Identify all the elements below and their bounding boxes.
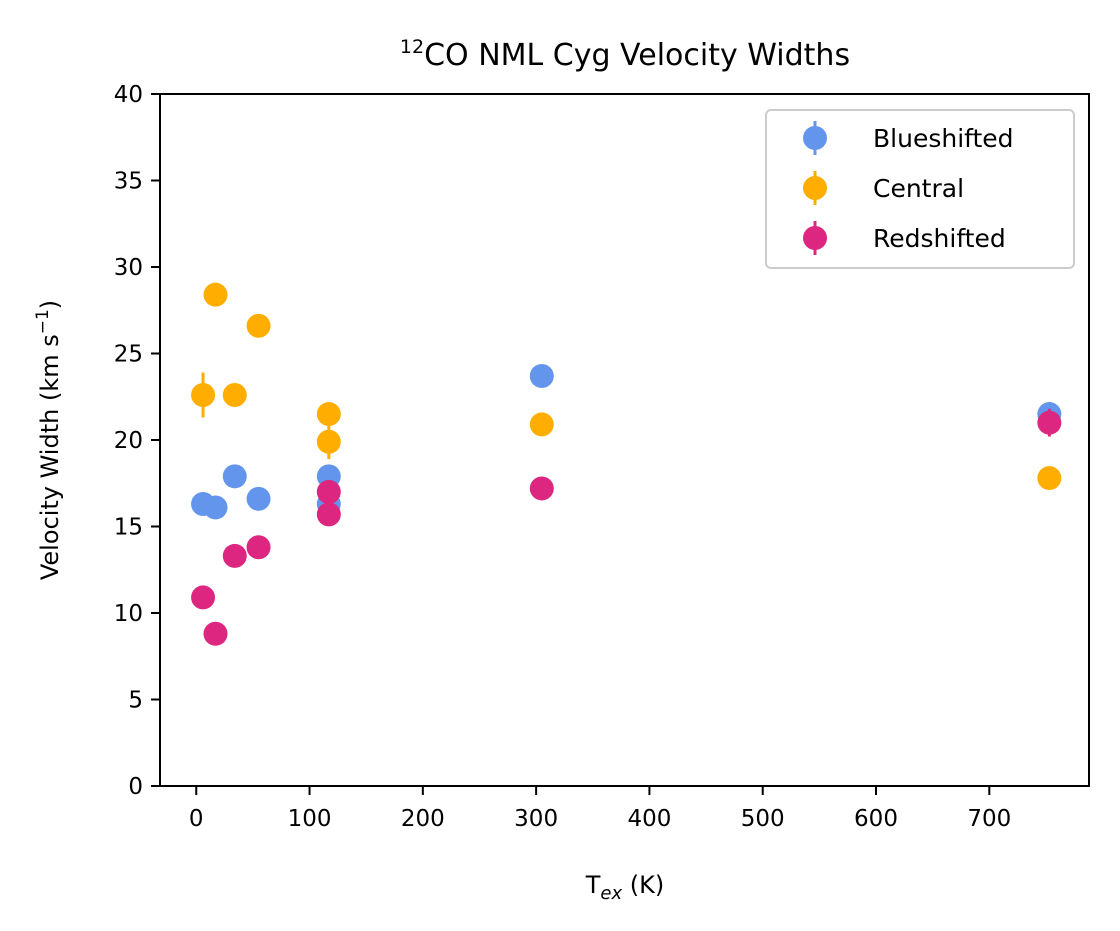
y-tick-label: 20 [114, 428, 143, 454]
data-points [191, 282, 1062, 646]
central-point [529, 412, 554, 437]
y-tick-label: 5 [128, 688, 143, 714]
blueshifted-legend-label: Blueshifted [873, 124, 1014, 153]
central-point [316, 402, 341, 427]
blueshifted-point [529, 363, 554, 388]
redshifted-point [222, 543, 247, 568]
central-legend-label: Central [873, 174, 964, 203]
y-tick-label: 0 [128, 774, 143, 800]
central-point [191, 383, 216, 408]
y-tick-label: 30 [114, 255, 143, 281]
redshifted-point [1037, 410, 1062, 435]
y-axis-label-superscript: −1 [33, 309, 53, 334]
x-axis-label-main: T [585, 871, 601, 899]
chart-title-main: CO NML Cyg Velocity Widths [424, 38, 850, 73]
central-point [203, 282, 228, 307]
y-tick-label: 40 [114, 82, 143, 108]
central-point [222, 383, 247, 408]
blueshifted-point [222, 464, 247, 489]
redshifted-point [203, 621, 228, 646]
y-axis-label-main: Velocity Width (km s [36, 334, 64, 580]
x-tick-label: 300 [514, 806, 558, 832]
x-tick-label: 200 [401, 806, 445, 832]
y-axis-ticks: 0 5 10 15 20 25 30 35 40 [114, 82, 160, 800]
chart-title: 12CO NML Cyg Velocity Widths [400, 36, 850, 73]
redshifted-point [316, 502, 341, 527]
redshifted-point [191, 585, 216, 610]
y-tick-label: 25 [114, 342, 143, 368]
x-tick-label: 700 [967, 806, 1011, 832]
y-tick-label: 10 [114, 601, 143, 627]
x-tick-label: 500 [741, 806, 785, 832]
y-axis-label: Velocity Width (km s−1) [33, 300, 64, 580]
y-tick-label: 35 [114, 169, 143, 195]
central-point [246, 313, 271, 338]
x-axis-label: Tex (K) [585, 871, 665, 904]
y-tick-label: 15 [114, 515, 143, 541]
legend-frame [765, 109, 1075, 269]
redshifted-legend-label: Redshifted [873, 224, 1006, 253]
y-axis-label-end: ) [36, 300, 64, 309]
x-axis-label-unit: (K) [622, 871, 664, 899]
central-point [316, 429, 341, 454]
central-point [1037, 466, 1062, 491]
legend: Blueshifted Central Redshifted [765, 109, 1075, 269]
blueshifted-point [203, 495, 228, 520]
legend-entries: Blueshifted Central Redshifted [803, 121, 1014, 255]
redshifted-point [246, 535, 271, 560]
x-axis-ticks: 0 100 200 300 400 500 600 700 [189, 786, 1011, 832]
redshifted-point [529, 476, 554, 501]
x-tick-label: 0 [189, 806, 204, 832]
x-tick-label: 400 [627, 806, 671, 832]
blueshifted-legend-marker [803, 126, 827, 150]
x-tick-label: 100 [288, 806, 332, 832]
x-tick-label: 600 [854, 806, 898, 832]
central-legend-marker [803, 176, 827, 200]
x-axis-label-subscript: ex [600, 883, 622, 904]
redshifted-legend-marker [803, 226, 827, 250]
redshifted-point [316, 479, 341, 504]
chart-title-superscript: 12 [400, 36, 424, 58]
blueshifted-point [246, 486, 271, 511]
